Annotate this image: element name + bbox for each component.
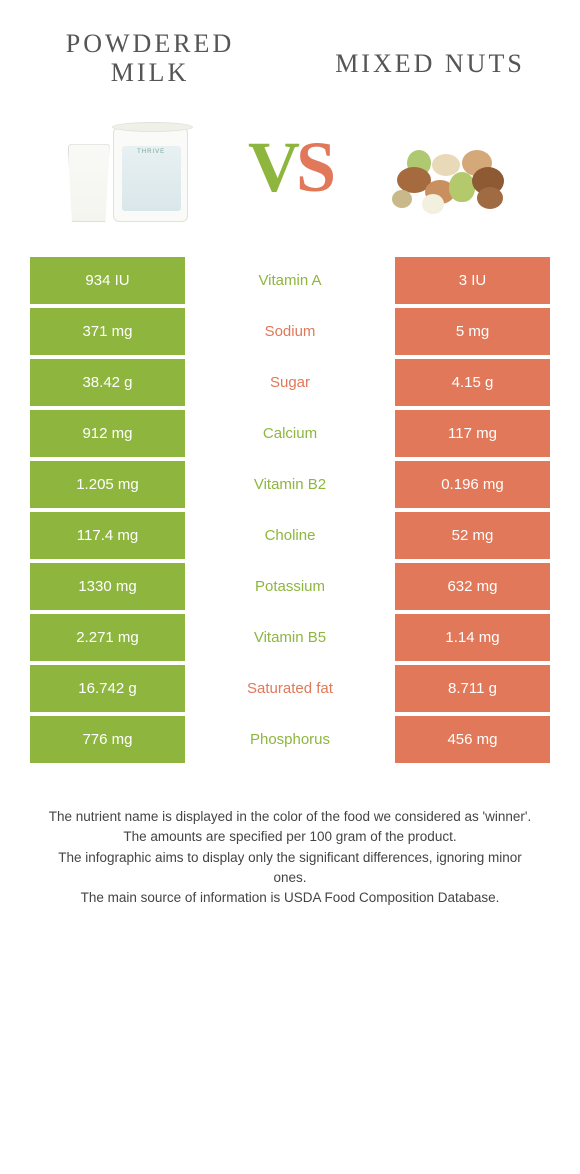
comparison-table: 934 IUVitamin A3 IU371 mgSodium5 mg38.42… xyxy=(0,257,580,763)
mixed-nuts-image xyxy=(377,107,527,227)
table-row: 776 mgPhosphorus456 mg xyxy=(30,716,550,763)
left-value: 16.742 g xyxy=(30,665,185,712)
nutrient-name: Saturated fat xyxy=(185,665,395,712)
left-value: 776 mg xyxy=(30,716,185,763)
footer-line-4: The main source of information is USDA F… xyxy=(40,888,540,908)
left-value: 38.42 g xyxy=(30,359,185,406)
vs-s: S xyxy=(296,127,332,207)
nutrient-name: Vitamin A xyxy=(185,257,395,304)
left-value: 117.4 mg xyxy=(30,512,185,559)
nutrient-name: Calcium xyxy=(185,410,395,457)
table-row: 2.271 mgVitamin B51.14 mg xyxy=(30,614,550,661)
right-value: 0.196 mg xyxy=(395,461,550,508)
left-value: 1330 mg xyxy=(30,563,185,610)
footer-line-2: The amounts are specified per 100 gram o… xyxy=(40,827,540,847)
table-row: 1330 mgPotassium632 mg xyxy=(30,563,550,610)
powdered-milk-image: THRIVE xyxy=(53,107,203,227)
table-row: 38.42 gSugar4.15 g xyxy=(30,359,550,406)
table-row: 117.4 mgCholine52 mg xyxy=(30,512,550,559)
right-value: 4.15 g xyxy=(395,359,550,406)
right-value: 8.711 g xyxy=(395,665,550,712)
nutrient-name: Phosphorus xyxy=(185,716,395,763)
right-value: 3 IU xyxy=(395,257,550,304)
nutrient-name: Vitamin B5 xyxy=(185,614,395,661)
right-value: 52 mg xyxy=(395,512,550,559)
left-value: 2.271 mg xyxy=(30,614,185,661)
hero-row: THRIVE VS xyxy=(0,97,580,257)
right-value: 117 mg xyxy=(395,410,550,457)
header: Powderedmilk Mixed nuts xyxy=(0,0,580,97)
vs-label: VS xyxy=(248,126,332,209)
left-value: 934 IU xyxy=(30,257,185,304)
nutrient-name: Vitamin B2 xyxy=(185,461,395,508)
vs-v: V xyxy=(248,127,296,207)
footer-notes: The nutrient name is displayed in the co… xyxy=(0,767,580,908)
table-row: 371 mgSodium5 mg xyxy=(30,308,550,355)
left-value: 912 mg xyxy=(30,410,185,457)
nutrient-name: Sodium xyxy=(185,308,395,355)
nutrient-name: Potassium xyxy=(185,563,395,610)
left-product-title: Powderedmilk xyxy=(50,30,250,87)
right-value: 456 mg xyxy=(395,716,550,763)
left-value: 1.205 mg xyxy=(30,461,185,508)
nutrient-name: Sugar xyxy=(185,359,395,406)
table-row: 1.205 mgVitamin B20.196 mg xyxy=(30,461,550,508)
right-value: 632 mg xyxy=(395,563,550,610)
left-value: 371 mg xyxy=(30,308,185,355)
right-product-title: Mixed nuts xyxy=(330,30,530,87)
footer-line-1: The nutrient name is displayed in the co… xyxy=(40,807,540,827)
table-row: 16.742 gSaturated fat8.711 g xyxy=(30,665,550,712)
footer-line-3: The infographic aims to display only the… xyxy=(40,848,540,889)
nutrient-name: Choline xyxy=(185,512,395,559)
table-row: 934 IUVitamin A3 IU xyxy=(30,257,550,304)
right-value: 1.14 mg xyxy=(395,614,550,661)
right-value: 5 mg xyxy=(395,308,550,355)
table-row: 912 mgCalcium117 mg xyxy=(30,410,550,457)
